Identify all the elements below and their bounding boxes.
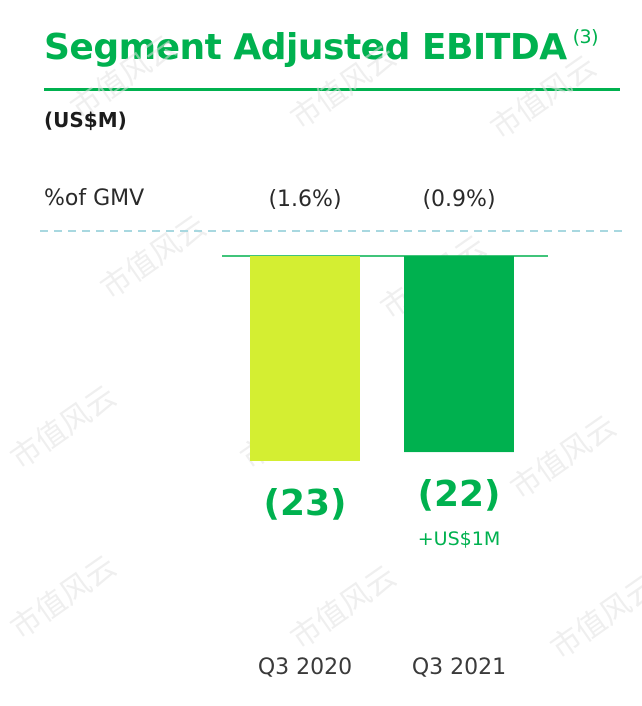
x-tick-q3-2021: Q3 2021 xyxy=(412,655,506,680)
watermark-text: 市值风云 xyxy=(65,29,183,126)
gmv-pct-q3-2020: (1.6%) xyxy=(268,187,341,212)
watermark-text: 市值风云 xyxy=(485,49,603,146)
title-text: Segment Adjusted EBITDA xyxy=(44,27,567,68)
bar-q3-2020 xyxy=(250,256,360,461)
watermark-text: 市值风云 xyxy=(505,409,623,506)
bar-q3-2021 xyxy=(404,256,514,453)
unit-label: (US$M) xyxy=(44,108,127,132)
watermark-text: 市值风云 xyxy=(285,39,403,136)
title-rule xyxy=(44,88,620,91)
x-tick-q3-2020: Q3 2020 xyxy=(258,655,352,680)
chart-title: Segment Adjusted EBITDA (3) xyxy=(44,26,599,68)
gmv-row-label: %of GMV xyxy=(44,186,145,211)
improvement-annotation: +US$1M xyxy=(418,528,500,550)
watermark-text: 市值风云 xyxy=(5,379,123,476)
data-label-q3-2020: (23) xyxy=(263,483,346,524)
title-footnote-ref: (3) xyxy=(572,26,599,48)
gmv-pct-q3-2021: (0.9%) xyxy=(422,187,495,212)
watermark-text: 市值风云 xyxy=(545,569,642,666)
watermark-text: 市值风云 xyxy=(5,549,123,646)
watermark-text: 市值风云 xyxy=(95,209,213,306)
data-label-q3-2021: (22) xyxy=(417,474,500,515)
watermark-text: 市值风云 xyxy=(285,559,403,656)
